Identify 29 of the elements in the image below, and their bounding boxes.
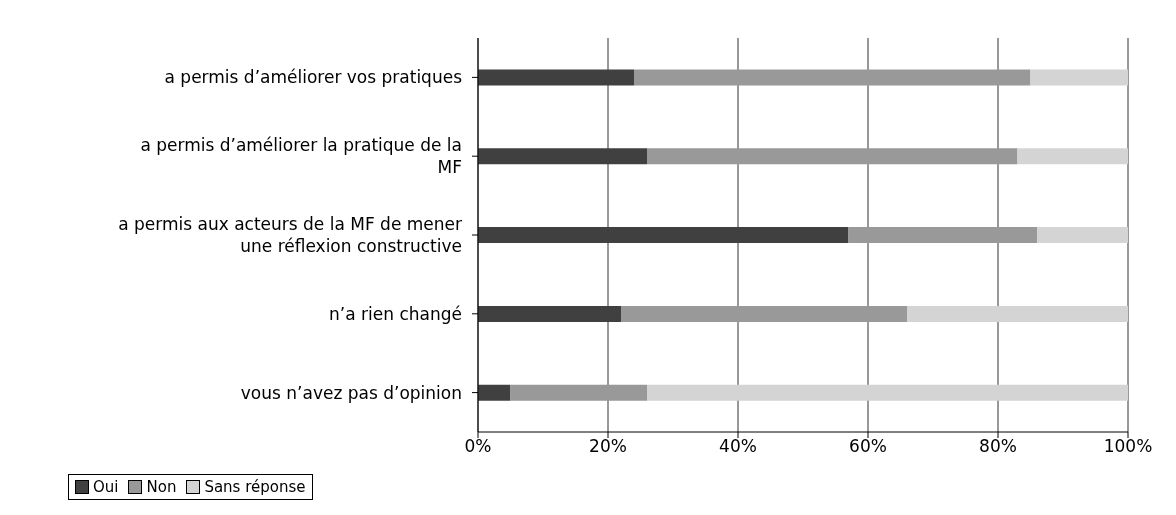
legend-label: Oui [92, 478, 119, 496]
bar [478, 227, 849, 244]
x-tick-label: 20% [589, 436, 627, 457]
legend-label: Sans réponse [203, 478, 306, 496]
bar [478, 384, 511, 401]
bar [621, 305, 907, 322]
bar [907, 305, 1128, 322]
bar [1037, 227, 1128, 244]
bar [1017, 148, 1128, 165]
bar [478, 305, 621, 322]
y-tick-label: vous n’avez pas d’opinion [240, 382, 462, 403]
bar [478, 69, 634, 86]
bar [848, 227, 1037, 244]
bar [647, 384, 1128, 401]
x-tick-label: 80% [979, 436, 1017, 457]
bar [634, 69, 1031, 86]
y-tick-label: a permis d’améliorer la pratique de la MF [140, 135, 462, 178]
bar [510, 384, 647, 401]
x-tick-label: 0% [464, 436, 492, 457]
y-tick-label: n’a rien changé [329, 303, 462, 324]
y-tick-label: a permis d’améliorer vos pratiques [164, 67, 463, 88]
bar [647, 148, 1018, 165]
x-tick-label: 100% [1103, 436, 1153, 457]
x-tick-label: 40% [719, 436, 757, 457]
y-tick-label: a permis aux acteurs de la MF de mener une réflexion constructive [118, 214, 462, 256]
legend-label: Non [145, 478, 177, 496]
bar [1030, 69, 1128, 86]
bar [478, 148, 647, 165]
x-tick-label: 60% [849, 436, 887, 457]
